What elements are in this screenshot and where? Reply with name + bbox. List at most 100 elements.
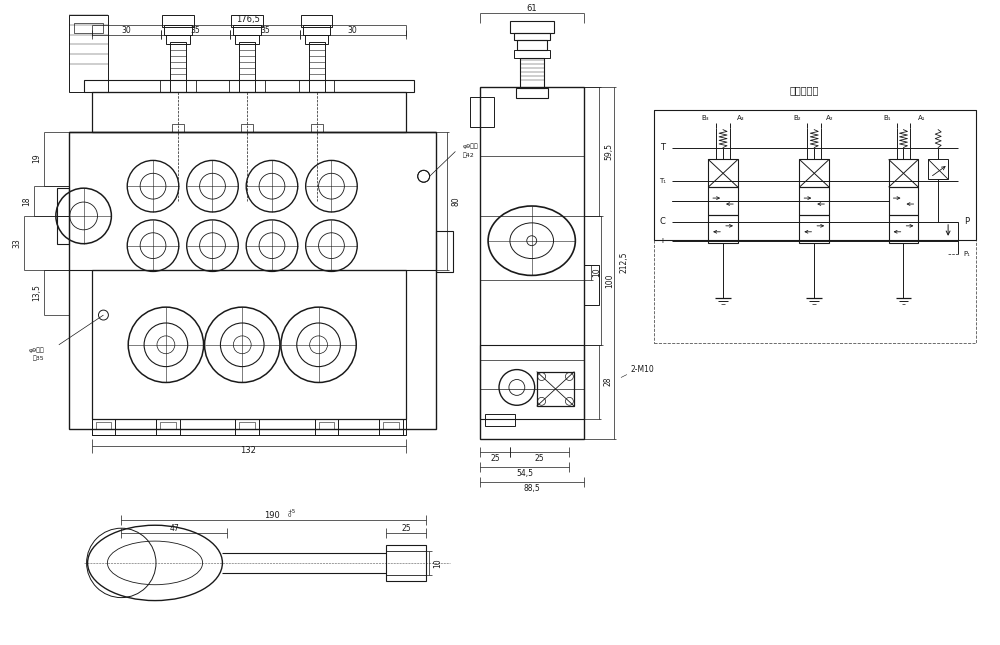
Bar	[799, 187, 829, 215]
Text: 28: 28	[604, 377, 613, 386]
Bar	[92, 270, 406, 419]
Bar	[386, 551, 426, 575]
Bar	[305, 34, 328, 45]
Text: φ9螺孔: φ9螺孔	[462, 144, 478, 150]
Bar	[74, 23, 103, 32]
Bar	[311, 124, 323, 132]
Bar	[514, 32, 550, 41]
Bar	[233, 25, 261, 35]
Bar	[84, 80, 414, 92]
Bar	[92, 419, 115, 435]
Text: +5: +5	[288, 509, 296, 514]
Text: T: T	[660, 143, 665, 152]
Bar	[309, 43, 325, 92]
Text: 54,5: 54,5	[516, 469, 533, 478]
Bar	[928, 159, 948, 179]
Text: 2-M10: 2-M10	[631, 365, 655, 374]
Bar	[708, 159, 738, 187]
Bar	[299, 80, 334, 92]
Bar	[96, 422, 111, 429]
Text: I: I	[662, 238, 664, 244]
Bar	[164, 25, 192, 35]
Bar	[584, 266, 599, 305]
Text: 10: 10	[593, 268, 602, 277]
Text: 35: 35	[191, 26, 201, 35]
Text: 88,5: 88,5	[523, 484, 540, 493]
Text: 59,5: 59,5	[605, 143, 614, 160]
Text: 100: 100	[606, 273, 615, 288]
Bar	[537, 372, 574, 406]
Text: 35: 35	[260, 26, 270, 35]
Bar	[241, 124, 253, 132]
Bar	[480, 97, 494, 126]
Bar	[172, 124, 184, 132]
Bar	[301, 15, 332, 26]
Bar	[386, 545, 426, 580]
Bar	[514, 50, 550, 58]
Bar	[480, 345, 584, 419]
Bar	[235, 419, 259, 435]
Bar	[229, 80, 265, 92]
Bar	[162, 15, 194, 26]
Text: 深42: 深42	[462, 153, 474, 158]
Bar	[654, 110, 976, 241]
Text: 190: 190	[264, 511, 280, 520]
Bar	[156, 419, 180, 435]
Text: 25: 25	[535, 454, 544, 463]
Text: 61: 61	[526, 5, 537, 14]
Bar	[516, 88, 548, 98]
Text: 18: 18	[23, 196, 32, 206]
Text: 25: 25	[490, 454, 500, 463]
Bar	[239, 43, 255, 92]
Text: 80: 80	[452, 196, 461, 206]
Text: 30: 30	[121, 26, 131, 35]
Bar	[510, 21, 554, 32]
Text: 176,5: 176,5	[236, 15, 260, 24]
Text: P₁: P₁	[964, 251, 970, 257]
Bar	[708, 187, 738, 215]
Text: 212,5: 212,5	[619, 252, 628, 273]
Bar	[889, 159, 918, 187]
Bar	[889, 187, 918, 215]
Bar	[170, 43, 186, 92]
Bar	[231, 15, 263, 26]
Bar	[303, 25, 330, 35]
Bar	[708, 215, 738, 243]
Text: A₂: A₂	[826, 115, 834, 121]
Bar	[69, 15, 108, 92]
Text: φ9螺孔: φ9螺孔	[28, 347, 44, 353]
Text: C: C	[660, 217, 666, 226]
Bar	[485, 414, 515, 426]
Text: 33: 33	[13, 238, 22, 248]
Text: A₁: A₁	[918, 115, 925, 121]
Bar	[160, 80, 196, 92]
Bar	[57, 188, 69, 244]
Bar	[520, 58, 544, 88]
Text: 10: 10	[433, 558, 442, 568]
Bar	[889, 215, 918, 243]
Text: P: P	[964, 217, 970, 226]
Text: 液压原理图: 液压原理图	[790, 85, 819, 95]
Bar	[92, 92, 406, 132]
Text: 13,5: 13,5	[33, 284, 42, 301]
Bar	[319, 422, 334, 429]
Bar	[166, 34, 190, 45]
Bar	[239, 422, 255, 429]
Bar	[69, 132, 436, 429]
Bar	[92, 419, 406, 435]
Bar	[654, 110, 976, 343]
Text: 25: 25	[401, 524, 411, 533]
Bar	[379, 419, 403, 435]
Text: 深35: 深35	[32, 356, 44, 361]
Bar	[517, 41, 547, 50]
Bar	[436, 231, 453, 272]
Text: 0: 0	[288, 513, 291, 518]
Text: 132: 132	[240, 446, 256, 455]
Text: B₂: B₂	[794, 115, 801, 121]
Bar	[470, 97, 480, 126]
Text: 47: 47	[170, 524, 180, 533]
Text: B₁: B₁	[883, 115, 890, 121]
Text: A₃: A₃	[737, 115, 745, 121]
Bar	[799, 159, 829, 187]
Bar	[315, 419, 338, 435]
